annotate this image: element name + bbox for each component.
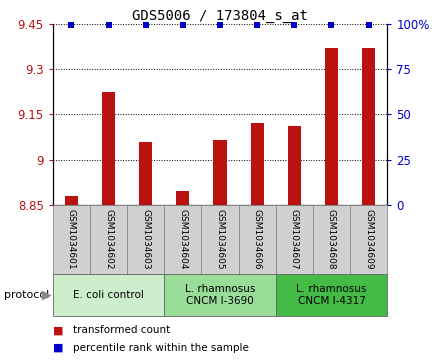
Text: ■: ■	[53, 325, 63, 335]
Bar	[164, 205, 202, 274]
Bar	[90, 205, 127, 274]
Bar	[139, 142, 152, 205]
Bar	[238, 205, 276, 274]
Text: GSM1034602: GSM1034602	[104, 209, 113, 270]
Text: GSM1034604: GSM1034604	[178, 209, 187, 270]
Text: GSM1034608: GSM1034608	[327, 209, 336, 270]
Bar	[213, 140, 227, 205]
Bar	[276, 205, 313, 274]
Text: GSM1034607: GSM1034607	[290, 209, 299, 270]
Text: GSM1034601: GSM1034601	[67, 209, 76, 270]
Text: L. rhamnosus
CNCM I-4317: L. rhamnosus CNCM I-4317	[296, 284, 367, 306]
Bar	[53, 274, 164, 316]
Text: ▶: ▶	[42, 289, 51, 301]
Bar	[102, 91, 115, 205]
Text: ■: ■	[53, 343, 63, 353]
Text: E. coli control: E. coli control	[73, 290, 144, 300]
Bar	[313, 205, 350, 274]
Text: GSM1034606: GSM1034606	[253, 209, 262, 270]
Bar	[164, 274, 276, 316]
Bar	[202, 205, 238, 274]
Bar	[325, 48, 338, 205]
Text: protocol: protocol	[4, 290, 50, 300]
Text: GSM1034605: GSM1034605	[216, 209, 224, 270]
Bar	[288, 126, 301, 205]
Text: percentile rank within the sample: percentile rank within the sample	[73, 343, 249, 353]
Bar	[362, 48, 375, 205]
Text: L. rhamnosus
CNCM I-3690: L. rhamnosus CNCM I-3690	[185, 284, 255, 306]
Bar	[350, 205, 387, 274]
Bar	[127, 205, 164, 274]
Title: GDS5006 / 173804_s_at: GDS5006 / 173804_s_at	[132, 9, 308, 23]
Bar	[65, 196, 78, 205]
Bar	[276, 274, 387, 316]
Bar	[251, 123, 264, 205]
Bar	[176, 191, 189, 205]
Text: transformed count: transformed count	[73, 325, 170, 335]
Bar	[53, 205, 90, 274]
Text: GSM1034609: GSM1034609	[364, 209, 373, 270]
Text: GSM1034603: GSM1034603	[141, 209, 150, 270]
